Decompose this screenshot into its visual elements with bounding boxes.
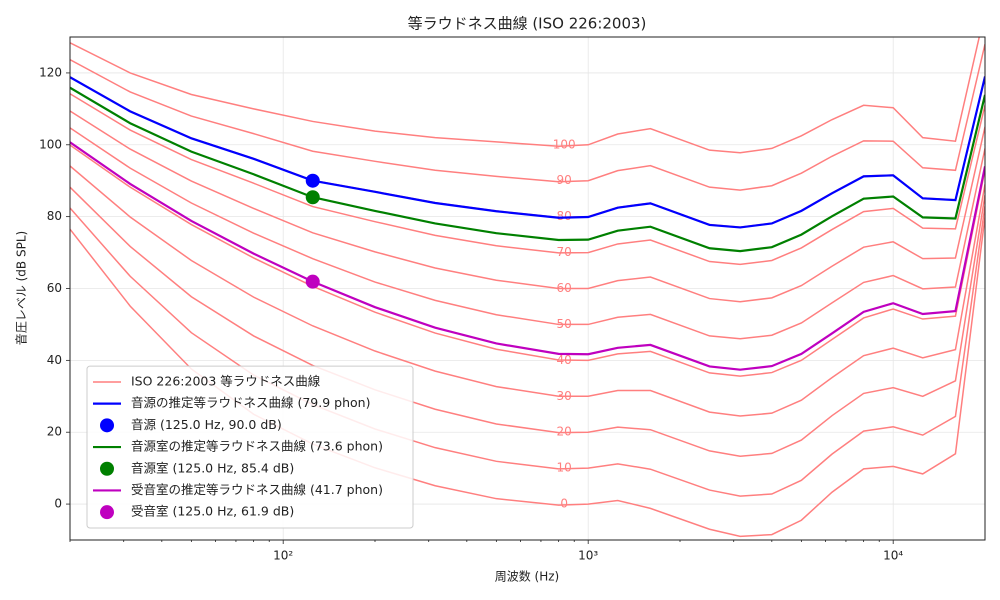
y-tick-label: 60 xyxy=(47,281,62,295)
reference-curve xyxy=(70,110,985,303)
legend-label: 音源室 (125.0 Hz, 85.4 dB) xyxy=(131,460,294,475)
reference-curve xyxy=(70,93,985,266)
x-tick-label: 10³ xyxy=(578,549,598,563)
legend-label: 音源室の推定等ラウドネス曲線 (73.6 phon) xyxy=(131,439,383,454)
estimated-curve xyxy=(70,141,985,371)
legend-box xyxy=(86,365,414,529)
curve-phon-label: 10 xyxy=(557,461,572,475)
reference-curve xyxy=(70,186,985,458)
y-tick-label: 20 xyxy=(47,425,62,439)
point-marker xyxy=(305,173,320,188)
legend-marker xyxy=(100,505,114,520)
y-tick-label: 40 xyxy=(47,353,62,367)
point-marker xyxy=(305,190,320,205)
estimated-curve xyxy=(70,76,985,229)
estimated-curve xyxy=(70,86,985,253)
legend-marker xyxy=(100,418,114,433)
legend-marker xyxy=(100,461,114,476)
curve-phon-label: 50 xyxy=(557,317,572,331)
curve-phon-label: 80 xyxy=(557,209,572,223)
curve-phon-label: 40 xyxy=(557,353,572,367)
legend-label: 音源 (125.0 Hz, 90.0 dB) xyxy=(131,417,282,432)
y-tick-label: 100 xyxy=(39,137,62,151)
reference-curve xyxy=(70,127,985,340)
y-tick-label: 80 xyxy=(47,209,62,223)
curve-phon-label: 70 xyxy=(557,245,572,259)
curve-phon-label: 20 xyxy=(557,425,572,439)
x-tick-label: 10⁴ xyxy=(883,549,903,563)
curve-phon-label: 30 xyxy=(557,389,572,403)
reference-curve xyxy=(70,37,981,154)
legend-label: ISO 226:2003 等ラウドネス曲線 xyxy=(131,373,321,388)
chart-title: 等ラウドネス曲線 (ISO 226:2003) xyxy=(408,15,647,33)
x-axis-label: 周波数 (Hz) xyxy=(495,569,560,584)
legend-label: 音源の推定等ラウドネス曲線 (79.9 phon) xyxy=(131,395,370,410)
x-tick-label: 10² xyxy=(273,549,293,563)
legend-label: 受音室の推定等ラウドネス曲線 (41.7 phon) xyxy=(131,482,383,497)
y-tick-label: 0 xyxy=(54,497,62,511)
y-axis-label: 音圧レベル (dB SPL) xyxy=(14,231,29,345)
curve-phon-label: 60 xyxy=(557,281,572,295)
legend-label: 受音室 (125.0 Hz, 61.9 dB) xyxy=(131,504,294,519)
point-marker xyxy=(305,274,320,289)
reference-curve xyxy=(70,165,985,417)
curve-phon-label: 0 xyxy=(560,497,568,511)
curve-phon-label: 100 xyxy=(553,137,576,151)
curve-phon-label: 90 xyxy=(557,173,572,187)
reference-curve xyxy=(70,144,985,377)
reference-curve xyxy=(70,44,985,191)
y-tick-label: 120 xyxy=(39,65,62,79)
